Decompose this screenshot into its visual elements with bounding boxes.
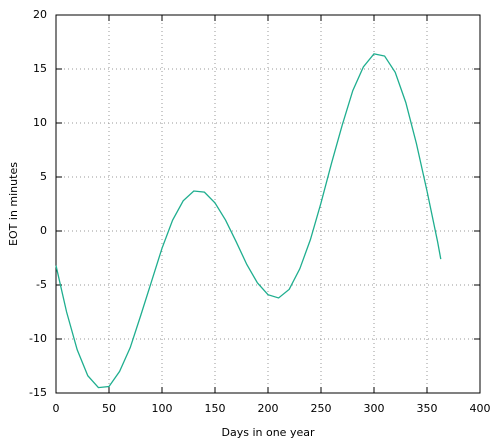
y-tick-label: -10 [29, 332, 47, 345]
y-tick-label: 10 [33, 116, 47, 129]
x-tick-label: 100 [152, 402, 173, 415]
y-tick-label: 5 [40, 170, 47, 183]
y-tick-label: 15 [33, 62, 47, 75]
x-tick-label: 0 [53, 402, 60, 415]
y-tick-label: -5 [36, 278, 47, 291]
y-tick-label: 0 [40, 224, 47, 237]
x-tick-label: 350 [417, 402, 438, 415]
y-tick-label: 20 [33, 8, 47, 21]
x-tick-label: 200 [258, 402, 279, 415]
x-tick-label: 300 [364, 402, 385, 415]
data-line [55, 53, 442, 389]
y-axis-label: EOT in minutes [7, 162, 20, 246]
x-axis-label: Days in one year [222, 426, 315, 439]
x-tick-label: 400 [470, 402, 491, 415]
y-tick-label: -15 [29, 386, 47, 399]
x-tick-label: 50 [102, 402, 116, 415]
x-tick-label: 250 [311, 402, 332, 415]
plot-frame [55, 14, 481, 394]
x-tick-label: 150 [205, 402, 226, 415]
